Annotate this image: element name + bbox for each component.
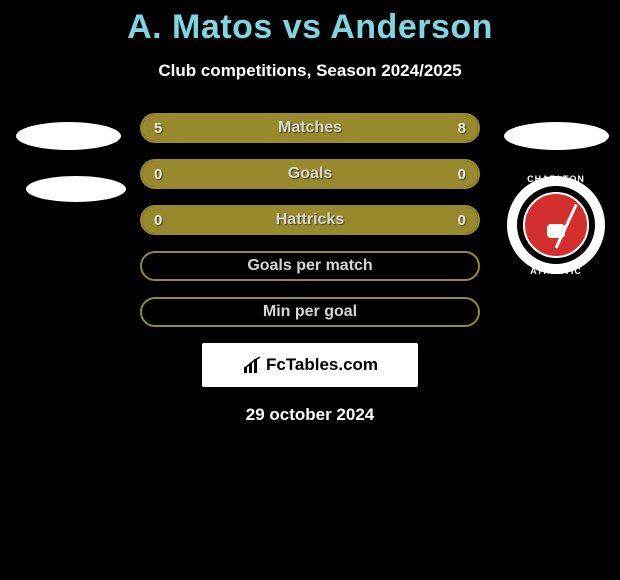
- stat-row-hattricks: 0Hattricks0: [140, 205, 480, 235]
- stat-label: Matches: [142, 119, 478, 137]
- stat-row-goals-per-match: Goals per match: [140, 251, 480, 281]
- stat-label: Goals: [142, 165, 478, 183]
- left-club-placeholder-2: [26, 176, 126, 202]
- vs-word: vs: [283, 8, 322, 46]
- stat-bars: 5Matches80Goals00Hattricks0Goals per mat…: [140, 113, 480, 327]
- right-club-placeholder-1: [504, 122, 609, 150]
- date-line: 29 october 2024: [0, 405, 620, 425]
- stat-right-value: 8: [458, 120, 466, 137]
- branding-box: FcTables.com: [202, 343, 418, 387]
- comparison-title: A. Matos vs Anderson: [0, 0, 620, 47]
- stat-label: Goals per match: [142, 257, 478, 275]
- stat-right-value: 0: [458, 212, 466, 229]
- branding-label: FcTables.com: [266, 355, 378, 375]
- left-club-placeholder-1: [16, 122, 121, 150]
- right-badge-column: CHARLTON ATHLETIC: [496, 122, 616, 274]
- crest-hand-icon: [547, 224, 565, 238]
- charlton-crest: CHARLTON ATHLETIC: [507, 176, 605, 274]
- stat-label: Min per goal: [142, 303, 478, 321]
- left-badge-column: [8, 122, 128, 212]
- stat-right-value: 0: [458, 166, 466, 183]
- stat-label: Hattricks: [142, 211, 478, 229]
- subtitle: Club competitions, Season 2024/2025: [0, 61, 620, 81]
- stat-row-matches: 5Matches8: [140, 113, 480, 143]
- player1-name: A. Matos: [127, 8, 273, 46]
- branding-text: FcTables.com: [242, 355, 378, 375]
- stat-row-goals: 0Goals0: [140, 159, 480, 189]
- player2-name: Anderson: [330, 8, 493, 46]
- bars-icon: [242, 355, 262, 375]
- stat-row-min-per-goal: Min per goal: [140, 297, 480, 327]
- crest-text-bottom: ATHLETIC: [507, 266, 605, 276]
- crest-text-top: CHARLTON: [507, 174, 605, 184]
